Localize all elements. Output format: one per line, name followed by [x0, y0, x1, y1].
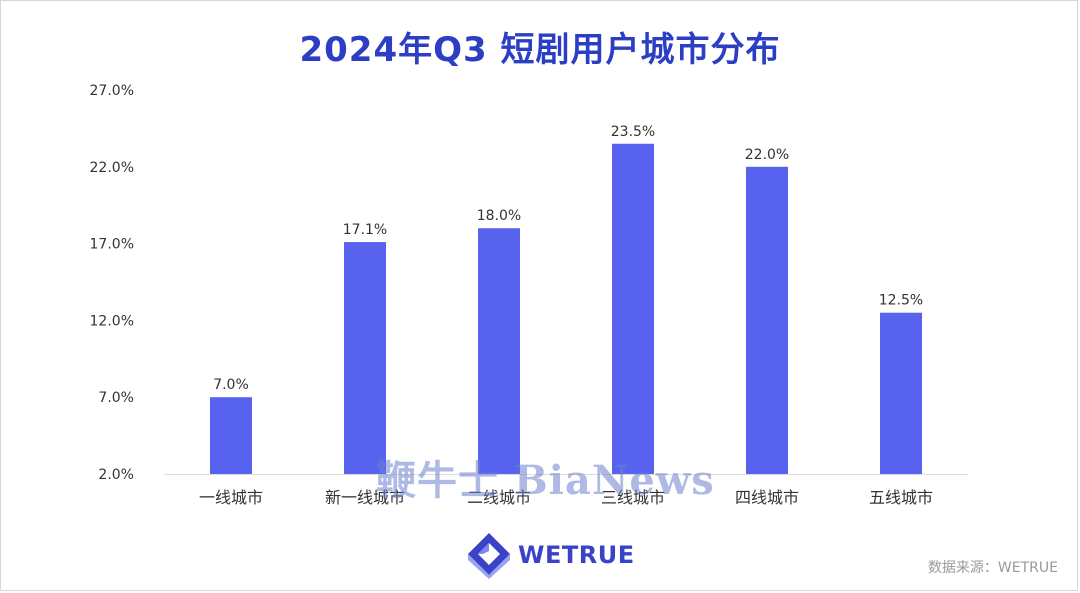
bar — [746, 166, 788, 475]
bar — [210, 397, 252, 474]
bar-value-label: 17.1% — [343, 222, 387, 238]
bar-value-label: 23.5% — [611, 124, 655, 140]
x-category-label: 新一线城市 — [325, 488, 405, 507]
x-category-label: 五线城市 — [869, 488, 933, 507]
y-tick-label: 7.0% — [98, 390, 134, 406]
watermark: 鞭牛士 BiaNews — [376, 457, 715, 504]
x-category-label: 四线城市 — [735, 488, 799, 507]
y-tick-label: 17.0% — [90, 237, 134, 253]
wetrue-logo-text: WETRUE — [518, 541, 635, 569]
x-category-label: 一线城市 — [199, 488, 263, 507]
y-tick-label: 12.0% — [90, 313, 134, 329]
bar-value-label: 22.0% — [745, 147, 789, 163]
wetrue-logo: WETRUE — [466, 531, 635, 579]
bar — [344, 242, 386, 474]
x-category-label: 三线城市 — [601, 488, 665, 507]
bar — [880, 312, 922, 474]
y-tick-label: 2.0% — [98, 467, 134, 483]
bar-value-label: 18.0% — [477, 208, 521, 224]
wetrue-logo-icon — [468, 533, 510, 579]
y-tick-label: 22.0% — [90, 160, 134, 176]
bar-value-label: 7.0% — [213, 377, 249, 393]
bar-value-label: 12.5% — [879, 293, 923, 309]
y-tick-label: 27.0% — [90, 83, 134, 99]
chart-title: 2024年Q3 短剧用户城市分布 — [299, 30, 781, 70]
bar — [612, 143, 654, 474]
bar — [478, 228, 520, 474]
x-category-label: 二线城市 — [467, 488, 531, 507]
data-source-note: 数据来源：WETRUE — [927, 560, 1058, 576]
